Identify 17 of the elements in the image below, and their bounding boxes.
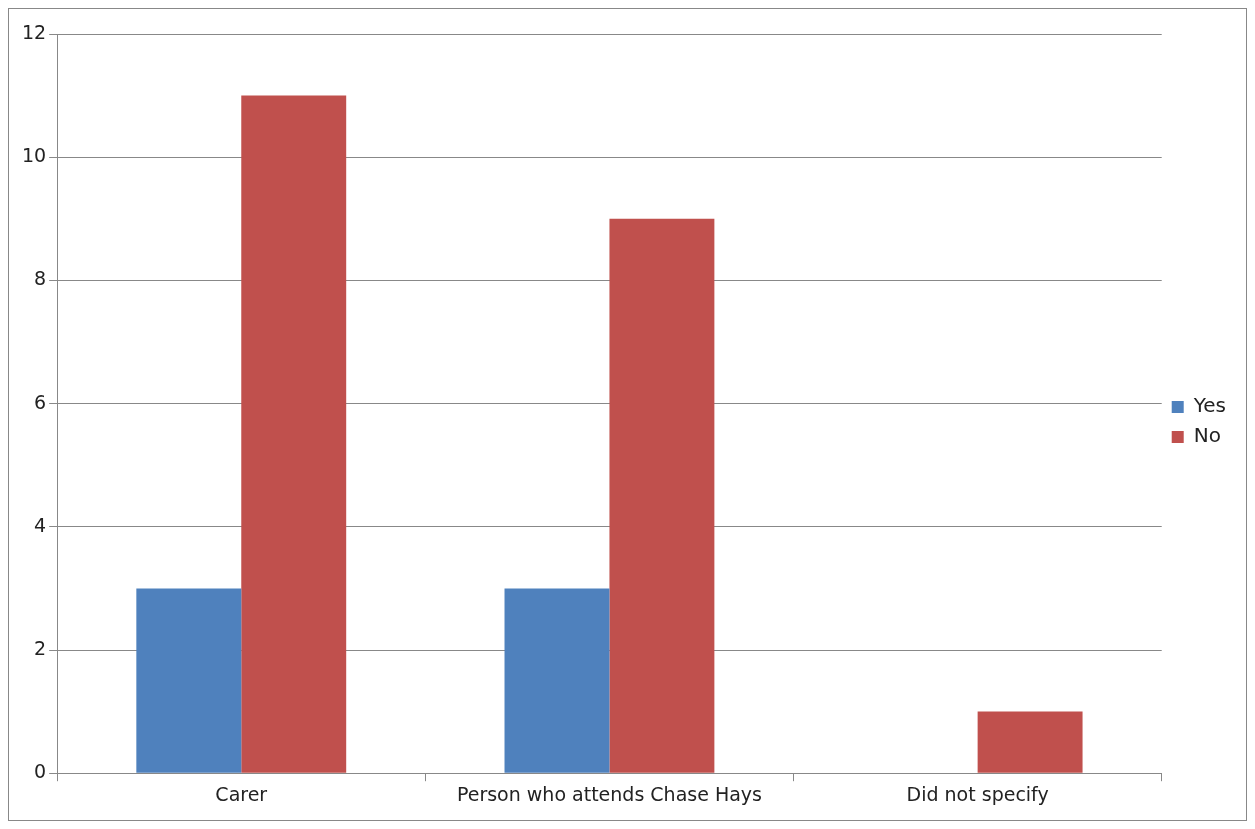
y-tick-label: 10	[21, 144, 47, 167]
bar	[504, 588, 610, 773]
y-tick-label: 6	[34, 390, 47, 413]
legend-label: Yes	[1192, 393, 1227, 418]
y-tick-label: 2	[34, 636, 47, 659]
y-tick-label: 8	[34, 267, 47, 290]
y-tick-label: 4	[34, 513, 47, 536]
x-tick-label: Person who attends Chase Hays	[456, 782, 762, 805]
bar	[241, 95, 347, 773]
bar	[136, 588, 242, 773]
bar	[609, 218, 715, 773]
bar	[977, 711, 1083, 773]
y-tick-label: 12	[21, 20, 47, 43]
x-tick-label: Carer	[215, 782, 268, 805]
y-tick-label: 0	[34, 760, 47, 783]
legend-label: No	[1193, 423, 1221, 448]
x-tick-label: Did not specify	[906, 782, 1049, 805]
